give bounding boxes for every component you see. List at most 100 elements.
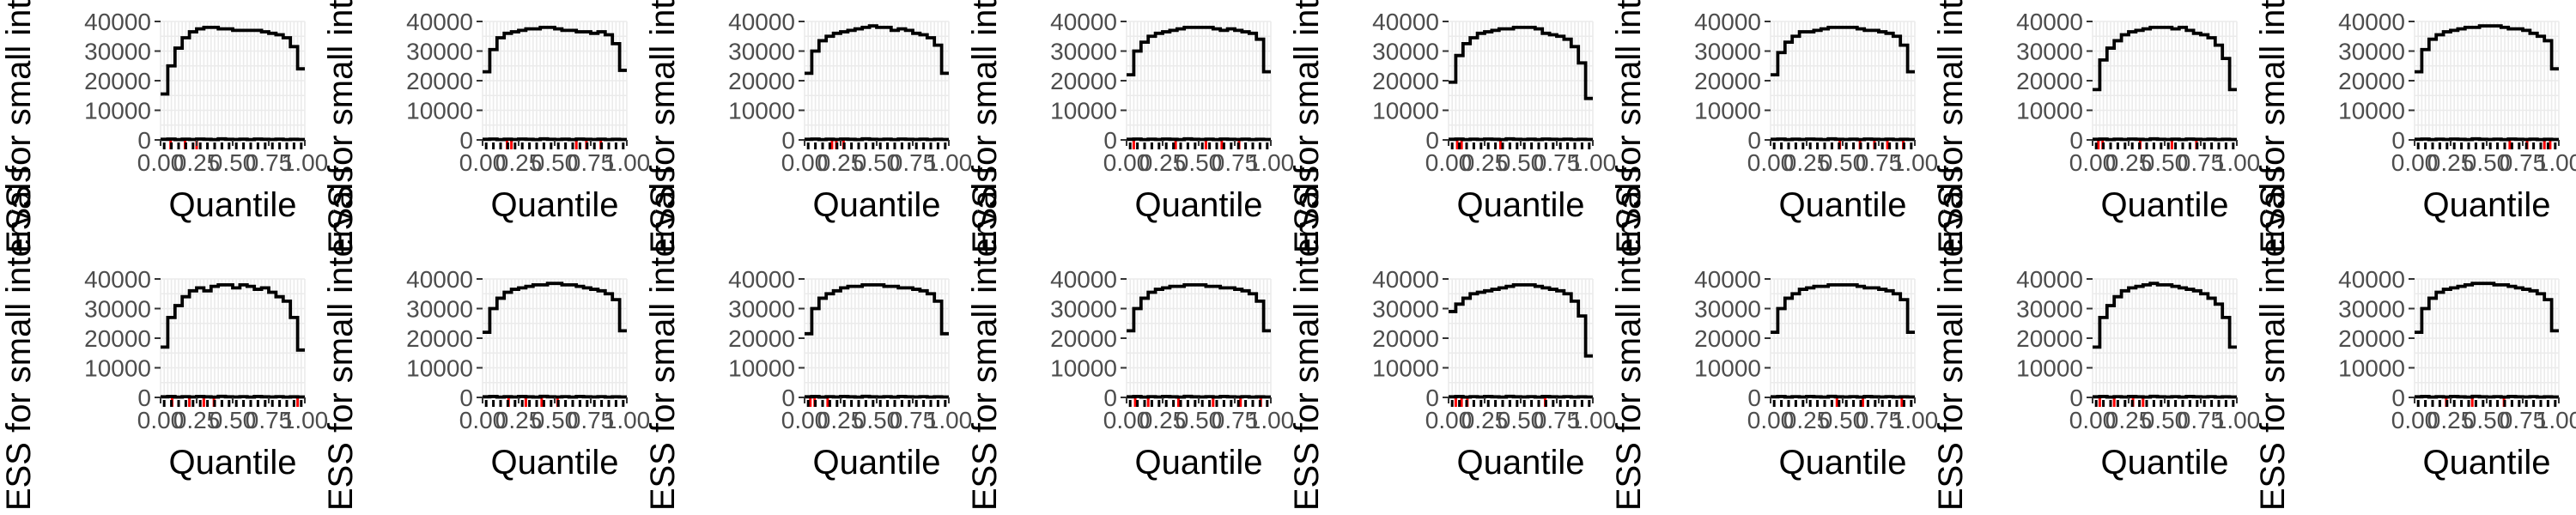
x-tick-label: 0.50 <box>2142 149 2189 176</box>
x-tick-label: 0.75 <box>2500 407 2547 433</box>
y-axis-title: ESS for small intervals <box>1610 166 1648 511</box>
y-axis-title: ESS for small intervals <box>966 166 1004 511</box>
y-tick-label: 30000 <box>1694 296 1761 323</box>
ess-baseline-series <box>1127 136 1271 142</box>
y-tick-label: 20000 <box>2338 68 2405 94</box>
x-tick-label: 0.25 <box>1139 407 1187 433</box>
x-tick-label: 0.00 <box>1103 407 1151 433</box>
y-tick-label: 10000 <box>406 355 473 382</box>
ess-step-series <box>1449 26 1593 100</box>
x-tick-label: 1.00 <box>1248 149 1295 176</box>
y-tick-label: 30000 <box>406 39 473 65</box>
x-tick-label: 0.50 <box>1498 149 1545 176</box>
y-axis-title: ESS for small intervals <box>322 166 360 511</box>
y-axis-title: ESS for small intervals <box>966 0 1004 253</box>
x-tick-label: 0.75 <box>1534 149 1581 176</box>
x-axis-title: Quantile <box>813 444 941 482</box>
chart-panel: 0100002000030000400000.000.250.500.751.0… <box>322 0 650 253</box>
y-tick-label: 0 <box>1425 127 1439 154</box>
y-tick-label: 10000 <box>84 355 151 382</box>
y-axis-title: ESS for small intervals <box>1288 0 1326 253</box>
ess-step-series <box>161 26 305 96</box>
y-tick-label: 40000 <box>406 266 473 293</box>
x-tick-label: 0.75 <box>890 407 937 433</box>
y-tick-label: 10000 <box>728 98 795 124</box>
x-tick-label: 0.00 <box>459 407 507 433</box>
x-axis-title: Quantile <box>2101 444 2229 482</box>
y-tick-label: 40000 <box>2338 9 2405 35</box>
y-axis-title: ESS for small intervals <box>0 166 38 511</box>
y-tick-label: 30000 <box>2016 296 2083 323</box>
x-tick-label: 0.50 <box>210 149 257 176</box>
y-tick-label: 20000 <box>728 68 795 94</box>
chart-panel: 0100002000030000400000.000.250.500.751.0… <box>966 0 1294 253</box>
y-axis-title: ESS for small intervals <box>2254 0 2292 253</box>
y-tick-label: 30000 <box>84 39 151 65</box>
y-tick-label: 30000 <box>1372 296 1439 323</box>
y-tick-label: 0 <box>781 385 795 411</box>
x-tick-label: 0.00 <box>2391 407 2439 433</box>
ess-step-series <box>1771 26 1915 76</box>
y-tick-label: 0 <box>781 127 795 154</box>
x-tick-label: 0.25 <box>495 407 543 433</box>
y-tick-label: 10000 <box>1694 355 1761 382</box>
x-tick-label: 0.00 <box>459 149 507 176</box>
x-tick-label: 0.75 <box>890 149 937 176</box>
x-tick-label: 0.00 <box>1425 149 1473 176</box>
y-tick-label: 20000 <box>84 68 151 94</box>
ess-step-series <box>1771 283 1915 334</box>
ess-baseline-series <box>2415 136 2559 142</box>
x-tick-label: 0.75 <box>1856 149 1903 176</box>
y-tick-label: 0 <box>1747 127 1761 154</box>
y-tick-label: 10000 <box>406 98 473 124</box>
x-axis-title: Quantile <box>1779 186 1907 224</box>
y-tick-label: 20000 <box>2016 68 2083 94</box>
x-tick-label: 0.00 <box>781 149 829 176</box>
x-tick-label: 1.00 <box>1248 407 1295 433</box>
y-tick-label: 10000 <box>2016 98 2083 124</box>
y-tick-label: 0 <box>137 385 151 411</box>
chart-panel: 0100002000030000400000.000.250.500.751.0… <box>966 166 1294 511</box>
x-tick-label: 0.25 <box>2427 407 2475 433</box>
y-axis-title: ESS for small intervals <box>1288 166 1326 511</box>
y-tick-label: 0 <box>459 127 473 154</box>
x-tick-label: 0.25 <box>2105 149 2153 176</box>
x-tick-label: 0.50 <box>2464 407 2511 433</box>
y-tick-label: 40000 <box>1372 9 1439 35</box>
x-axis-title: Quantile <box>1135 186 1263 224</box>
x-tick-label: 0.50 <box>1820 407 1867 433</box>
x-tick-label: 0.00 <box>1103 149 1151 176</box>
x-tick-label: 0.25 <box>495 149 543 176</box>
x-tick-label: 0.00 <box>781 407 829 433</box>
x-tick-label: 1.00 <box>604 149 651 176</box>
x-tick-label: 0.25 <box>1461 407 1509 433</box>
y-tick-label: 30000 <box>728 296 795 323</box>
ess-baseline-series <box>805 136 949 142</box>
y-tick-label: 40000 <box>1694 9 1761 35</box>
y-tick-label: 30000 <box>2338 296 2405 323</box>
x-tick-label: 0.50 <box>854 407 901 433</box>
chart-panel: 0100002000030000400000.000.250.500.751.0… <box>644 166 972 511</box>
x-tick-label: 0.00 <box>1425 407 1473 433</box>
x-axis-title: Quantile <box>2423 444 2551 482</box>
x-tick-label: 0.75 <box>2500 149 2547 176</box>
x-tick-label: 0.50 <box>2464 149 2511 176</box>
x-tick-label: 0.75 <box>2178 149 2225 176</box>
y-tick-label: 40000 <box>2016 266 2083 293</box>
y-tick-label: 0 <box>2391 385 2405 411</box>
ess-step-series <box>161 283 305 352</box>
y-tick-label: 10000 <box>1694 98 1761 124</box>
x-tick-label: 1.00 <box>2536 149 2576 176</box>
x-axis-title: Quantile <box>491 444 619 482</box>
y-tick-label: 20000 <box>84 325 151 352</box>
y-tick-label: 40000 <box>728 266 795 293</box>
y-tick-label: 30000 <box>2338 39 2405 65</box>
y-axis-title: ESS for small intervals <box>1610 0 1648 253</box>
ess-step-series <box>1449 283 1593 358</box>
x-axis-title: Quantile <box>1457 444 1585 482</box>
y-axis-title: ESS for small intervals <box>0 0 38 253</box>
x-tick-label: 0.25 <box>817 407 865 433</box>
x-tick-label: 1.00 <box>1570 149 1617 176</box>
y-tick-label: 0 <box>2069 385 2083 411</box>
y-tick-label: 40000 <box>1050 9 1117 35</box>
